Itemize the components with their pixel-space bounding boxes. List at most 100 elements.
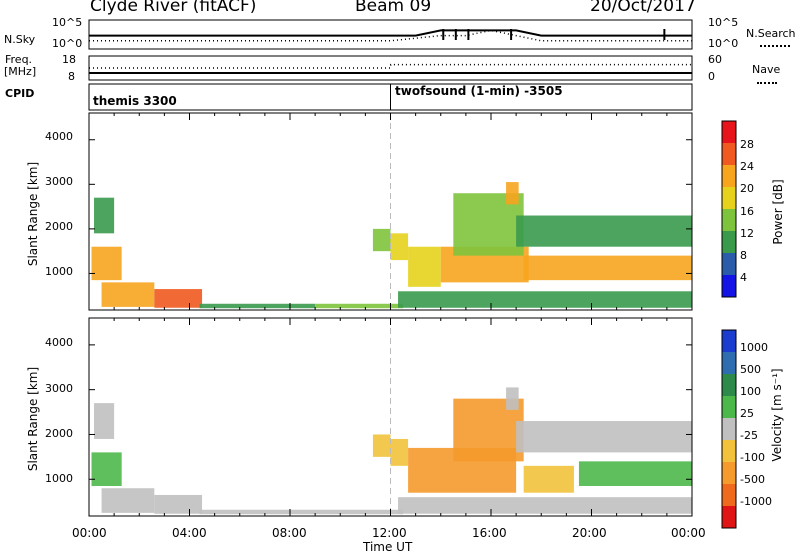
nave-tick-bottom: 0 (708, 70, 715, 83)
power-scatter-region (523, 255, 692, 281)
power-scatter-region (372, 228, 391, 252)
freq-panel-frame (88, 55, 693, 81)
xtick-2000: 20:00 (572, 526, 607, 540)
nsky-panel-frame (88, 19, 693, 50)
velocity-scatter-region (91, 452, 122, 486)
nave-series-line (89, 63, 692, 69)
power-scatter-region (101, 282, 155, 307)
freq-tick-bottom: 8 (68, 70, 75, 83)
velocity-scatter-region (523, 465, 574, 493)
power-plot-area (89, 113, 692, 310)
velocity-plot-area (89, 318, 692, 516)
velocity-ytick-1000: 1000 (45, 472, 73, 485)
nsky-series-line (89, 29, 692, 37)
power-colorbar-segment (722, 187, 736, 210)
velocity-scatter-region (94, 403, 115, 439)
velocity-cbar-tick: 1000 (740, 341, 768, 354)
xtick-2400: 00:00 (671, 526, 706, 540)
power-scatter-region (154, 289, 203, 308)
power-scatter-region (390, 233, 409, 261)
nsky-label: N.Sky (4, 33, 36, 46)
xtick-0000: 00:00 (72, 526, 107, 540)
power-ytick-4000: 4000 (45, 130, 73, 143)
freq-label: Freq. (5, 53, 33, 66)
xtick-0800: 08:00 (272, 526, 307, 540)
nave-label: Nave (752, 63, 781, 76)
power-colorbar-segment (722, 121, 736, 144)
velocity-cbar-tick: 100 (740, 385, 761, 398)
power-ytick-2000: 2000 (45, 220, 73, 233)
velocity-ytick-2000: 2000 (45, 427, 73, 440)
velocity-colorbar-segment (722, 396, 736, 419)
power-scatter-region (91, 246, 122, 281)
nsearch-tick-top: 10^5 (708, 16, 739, 29)
velocity-colorbar-segment (722, 440, 736, 463)
freq-tick-top: 18 (62, 53, 76, 66)
beam-label: Beam 09 (355, 0, 432, 16)
velocity-colorbar-segment (722, 374, 736, 397)
power-scatter-region (398, 291, 692, 308)
power-scatter-region (506, 182, 519, 205)
velocity-scatter-region (390, 438, 409, 466)
power-scatter-region (199, 303, 316, 309)
power-cbar-tick: 8 (740, 249, 747, 262)
cpid-mode-1: themis 3300 (93, 94, 177, 108)
velocity-scatter-region (516, 421, 692, 453)
power-cbar-tick: 28 (740, 138, 754, 151)
cpid-label: CPID (5, 87, 35, 100)
velocity-ytick-3000: 3000 (45, 382, 73, 395)
velocity-colorbar-segment (722, 352, 736, 375)
power-colorbar-segment (722, 253, 736, 276)
velocity-cbar-tick: -500 (740, 473, 765, 486)
power-cbar-tick: 4 (740, 271, 747, 284)
velocity-cbar-tick: 25 (740, 407, 754, 420)
velocity-colorbar-segment (722, 418, 736, 441)
nsky-tick-top: 10^5 (52, 16, 83, 29)
velocity-scatter-region (506, 387, 519, 410)
nave-tick-top: 60 (708, 53, 722, 66)
velocity-scatter-region (398, 497, 692, 514)
power-ytick-1000: 1000 (45, 265, 73, 278)
velocity-scatter-region (372, 434, 391, 457)
power-colorbar-segment (722, 231, 736, 254)
xtick-1200: 12:00 (372, 526, 407, 540)
power-scatter-region (315, 303, 404, 309)
plot-title: Clyde River (fitACF) (90, 0, 257, 16)
power-cbar-tick: 24 (740, 160, 754, 173)
velocity-cbar-tick: -25 (740, 429, 758, 442)
power-colorbar-segment (722, 275, 736, 298)
velocity-cbar-tick: -100 (740, 451, 765, 464)
xtick-0400: 04:00 (172, 526, 207, 540)
power-cbar-tick: 20 (740, 182, 754, 195)
nsky-tick-bottom: 10^0 (52, 37, 83, 50)
nsearch-tick-bottom: 10^0 (708, 37, 739, 50)
power-colorbar-segment (722, 165, 736, 188)
velocity-colorbar-segment (722, 462, 736, 485)
xtick-1600: 16:00 (472, 526, 507, 540)
power-scatter-region (516, 215, 692, 247)
velocity-ytick-4000: 4000 (45, 336, 73, 349)
nsearch-series-line (89, 29, 692, 42)
velocity-scatter-region (199, 509, 404, 515)
power-ytick-3000: 3000 (45, 175, 73, 188)
velocity-colorbar-segment (722, 484, 736, 507)
power-scatter-region (94, 197, 115, 234)
cpid-mode-2: twofsound (1-min) -3505 (395, 84, 563, 98)
power-cbar-tick: 16 (740, 205, 754, 218)
velocity-cbar-tick: 500 (740, 363, 761, 376)
power-colorbar-frame (721, 120, 737, 298)
velocity-scatter-region (578, 461, 692, 486)
power-scatter-region (408, 246, 441, 287)
velocity-colorbar-frame (721, 329, 737, 529)
x-axis-label: Time UT (363, 540, 413, 554)
freq-units: [MHz] (4, 65, 37, 78)
velocity-colorbar-segment (722, 506, 736, 529)
velocity-cbar-tick: -1000 (740, 495, 772, 508)
nave-legend-dots (757, 82, 777, 84)
power-colorbar-segment (722, 209, 736, 232)
velocity-scatter-region (154, 494, 203, 514)
velocity-colorbar-segment (722, 330, 736, 353)
power-colorbar-segment (722, 143, 736, 166)
